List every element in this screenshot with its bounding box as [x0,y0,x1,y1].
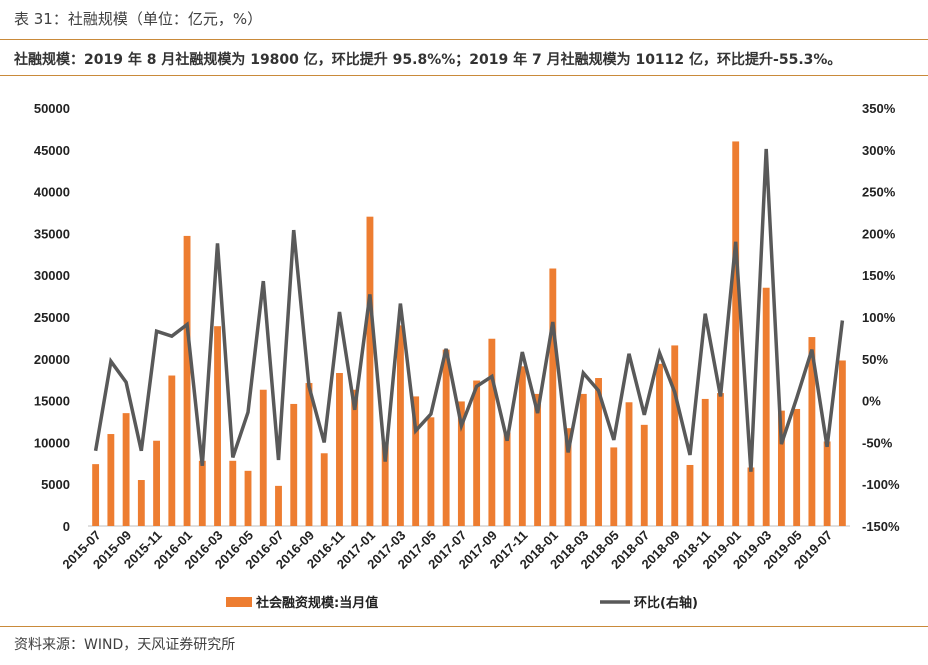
bar [518,366,526,526]
y-axis-right: -150% -100% -50% 0% 50% 100% 150% 200% 250% 300% 3… [862,101,900,534]
y-right-tick-label: -100% [862,477,900,492]
bar [686,464,694,526]
bar [534,393,542,526]
y-left-tick-label: 0 [63,519,70,534]
y-right-tick-label: 50% [862,352,888,367]
y-right-tick-label: -50% [862,435,893,450]
bar [808,337,816,526]
legend-label-bar: 社会融资规模:当月值 [255,595,378,611]
y-left-tick-label: 35000 [34,226,70,241]
source-note: 资料来源：WIND，天风证券研究所 [14,637,236,653]
y-left-tick-label: 45000 [34,143,70,158]
y-left-tick-label: 15000 [34,394,70,409]
bar [610,447,618,526]
bar [320,453,328,526]
y-right-tick-label: 200% [862,226,896,241]
bar [747,467,755,526]
bar [183,235,191,526]
bar [595,378,602,526]
bar [838,360,846,526]
y-right-tick-label: 300% [862,143,896,158]
legend-label-line: 环比(右轴) [634,595,698,611]
bar [412,396,420,526]
bar [366,216,374,526]
bar [244,470,252,526]
line-series-group [93,148,845,472]
bar [427,417,435,526]
y-left-tick-label: 30000 [34,268,70,283]
bar [671,345,679,526]
bar [336,373,343,526]
title-rule [0,39,928,40]
y-left-tick-label: 40000 [34,185,70,200]
footer-rule [0,626,928,627]
y-right-tick-label: 100% [862,310,896,325]
bar [229,460,237,526]
bar [122,413,130,526]
y-left-tick-label: 10000 [34,435,70,450]
bar [777,410,785,526]
y-right-tick-label: 150% [862,268,896,283]
bar [442,349,450,526]
y-axis-left: 0 5000 10000 15000 20000 25000 30000 35000 40000… [34,101,70,534]
bar [290,403,298,526]
bar [579,393,587,526]
x-axis: 2015-072015-092015-112016-012016-032016-… [59,528,835,572]
bar-series [92,141,846,526]
legend-swatch-bar [226,597,252,607]
y-right-tick-label: 350% [862,101,896,116]
y-left-tick-label: 25000 [34,310,70,325]
bar [793,408,801,526]
bar [732,141,740,526]
bar [701,398,709,526]
y-left-tick-label: 50000 [34,101,70,116]
y-left-tick-label: 5000 [41,477,70,492]
bar [381,442,389,526]
bar [396,325,404,526]
chart-subtitle: 社融规模：2019 年 8 月社融规模为 19800 亿，环比提升 95.8%%… [14,52,842,68]
bar [564,428,572,526]
chart: 0 5000 10000 15000 20000 25000 30000 35000 40000… [34,101,900,611]
y-right-tick-label: 250% [862,185,896,200]
bar [503,432,511,526]
bar [762,287,770,526]
bar [457,401,465,526]
bar [625,402,633,526]
subtitle-rule [0,75,928,76]
bar [717,393,724,526]
bar [549,268,557,526]
bar [640,424,648,526]
bar [92,464,100,526]
y-left-tick-label: 20000 [34,352,70,367]
bar [823,441,831,526]
bar [137,480,145,526]
bar [168,375,176,526]
bar [305,383,313,526]
page-title: 表 31：社融规模（单位：亿元，%） [14,10,263,28]
bar [275,485,282,526]
bar [214,326,221,526]
bar [488,338,496,526]
line-series [93,148,845,472]
bar [107,434,115,526]
y-right-tick-label: 0% [862,394,881,409]
legend: 社会融资规模:当月值 环比(右轴) [226,595,698,611]
bar [656,363,663,526]
y-right-tick-label: -150% [862,519,900,534]
bar [473,380,481,526]
bar [259,389,267,526]
bar [198,460,206,526]
bar [351,389,359,526]
bar [153,440,161,526]
